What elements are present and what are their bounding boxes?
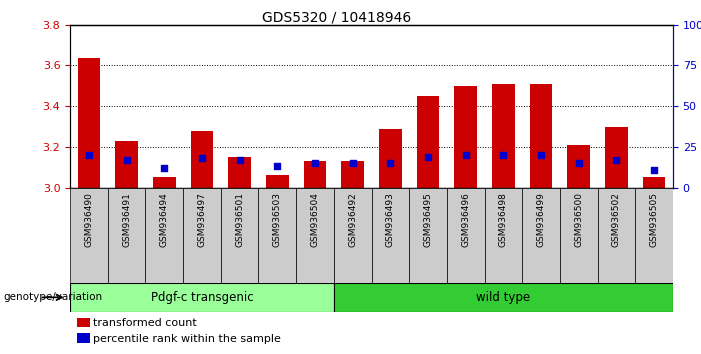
- Bar: [372, 188, 409, 283]
- Point: [611, 157, 622, 163]
- Text: Pdgf-c transgenic: Pdgf-c transgenic: [151, 291, 253, 304]
- Text: GSM936503: GSM936503: [273, 193, 282, 247]
- Bar: [643, 177, 665, 188]
- Bar: [334, 188, 372, 283]
- Text: GSM936498: GSM936498: [499, 193, 508, 247]
- Text: GDS5320 / 10418946: GDS5320 / 10418946: [262, 11, 411, 25]
- Point: [272, 164, 283, 169]
- Bar: [605, 127, 628, 188]
- Text: GSM936500: GSM936500: [574, 193, 583, 247]
- Text: GSM936497: GSM936497: [198, 193, 207, 247]
- Text: GSM936495: GSM936495: [423, 193, 433, 247]
- Bar: [416, 96, 440, 188]
- Bar: [266, 176, 289, 188]
- Bar: [597, 188, 635, 283]
- Point: [385, 160, 396, 166]
- Text: GSM936490: GSM936490: [84, 193, 93, 247]
- Bar: [221, 188, 259, 283]
- Text: wild type: wild type: [477, 291, 531, 304]
- Bar: [484, 188, 522, 283]
- Point: [536, 152, 547, 158]
- Bar: [334, 283, 673, 312]
- Text: GSM936493: GSM936493: [386, 193, 395, 247]
- Text: GSM936494: GSM936494: [160, 193, 169, 247]
- Point: [648, 167, 660, 172]
- Point: [498, 152, 509, 158]
- Bar: [183, 188, 221, 283]
- Text: GSM936496: GSM936496: [461, 193, 470, 247]
- Point: [196, 155, 207, 161]
- Bar: [191, 131, 213, 188]
- Bar: [635, 188, 673, 283]
- Text: percentile rank within the sample: percentile rank within the sample: [93, 334, 281, 344]
- Bar: [409, 188, 447, 283]
- Point: [347, 160, 358, 166]
- Text: GSM936501: GSM936501: [235, 193, 244, 247]
- Text: GSM936505: GSM936505: [650, 193, 659, 247]
- Bar: [78, 58, 100, 188]
- Bar: [567, 145, 590, 188]
- Point: [234, 157, 245, 163]
- Point: [158, 165, 170, 171]
- Bar: [492, 84, 515, 188]
- Text: GSM936499: GSM936499: [536, 193, 545, 247]
- Bar: [297, 188, 334, 283]
- Text: transformed count: transformed count: [93, 318, 197, 328]
- Bar: [530, 84, 552, 188]
- Text: genotype/variation: genotype/variation: [4, 292, 102, 302]
- Bar: [146, 188, 183, 283]
- Point: [573, 160, 585, 166]
- Bar: [153, 177, 175, 188]
- Bar: [447, 188, 484, 283]
- Text: GSM936492: GSM936492: [348, 193, 358, 247]
- Bar: [259, 188, 296, 283]
- Bar: [70, 188, 108, 283]
- Point: [423, 154, 434, 160]
- Point: [309, 160, 320, 166]
- Bar: [108, 188, 146, 283]
- Bar: [304, 161, 326, 188]
- Bar: [522, 188, 560, 283]
- Bar: [454, 86, 477, 188]
- Point: [460, 152, 471, 158]
- Bar: [379, 129, 402, 188]
- Bar: [229, 157, 251, 188]
- Bar: [560, 188, 597, 283]
- Point: [121, 157, 132, 163]
- Text: GSM936491: GSM936491: [122, 193, 131, 247]
- Bar: [115, 141, 138, 188]
- Point: [83, 152, 95, 158]
- Bar: [70, 283, 334, 312]
- Text: GSM936504: GSM936504: [311, 193, 320, 247]
- Text: GSM936502: GSM936502: [612, 193, 621, 247]
- Bar: [341, 161, 364, 188]
